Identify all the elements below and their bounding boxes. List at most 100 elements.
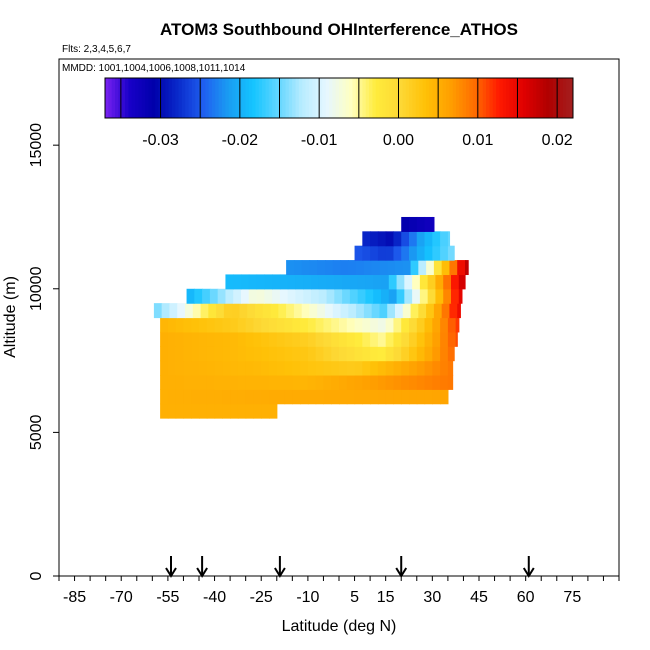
colorbar-segment (185, 78, 190, 118)
heat-cell (270, 303, 279, 319)
colorbar-segment (526, 78, 531, 118)
colorbar-segment (268, 78, 273, 118)
colorbar-segment (469, 78, 474, 118)
heat-cell (261, 346, 270, 362)
colorbar-segment (442, 78, 447, 118)
heat-cell (175, 317, 185, 333)
heat-cell (255, 303, 264, 319)
heat-cell (261, 317, 270, 333)
heat-cell (401, 231, 410, 247)
colorbar-segment (248, 78, 253, 118)
heat-cell (362, 389, 371, 405)
heat-cell (225, 288, 234, 304)
colorbar-segment (349, 78, 353, 118)
heat-cell (356, 260, 365, 276)
chart-title: ATOM3 Southbound OHInterference_ATHOS (160, 20, 518, 39)
heat-cell (424, 389, 433, 405)
heat-cell (206, 317, 216, 333)
heat-cell (261, 331, 270, 347)
colorbar-tick-label: -0.03 (142, 132, 179, 149)
heat-cell (395, 260, 404, 276)
y-axis-label: Altitude (m) (2, 276, 19, 358)
heat-cell (247, 303, 256, 319)
colorbar-tick-label: -0.01 (301, 132, 338, 149)
colorbar-segment (516, 78, 521, 118)
heat-cell (385, 360, 395, 376)
colorbar-segment (522, 78, 527, 118)
heat-cell (286, 260, 295, 276)
heat-cell (393, 231, 402, 247)
heat-cell (348, 260, 357, 276)
x-tick-label: 30 (423, 589, 441, 606)
heat-cell (222, 389, 231, 405)
colorbar-segment (118, 78, 123, 118)
heat-cell (402, 260, 412, 276)
heat-cell (292, 317, 301, 333)
colorbar-segment (325, 78, 330, 118)
colorbar-segment (205, 78, 210, 118)
heat-cell (186, 288, 195, 304)
colorbar: -0.03 -0.02 -0.01 0.00 0.01 0.02 (104, 77, 574, 149)
colorbar-segment (148, 78, 153, 118)
colorbar-segment (559, 78, 564, 118)
colorbar-segment (432, 78, 437, 118)
colorbar-segment (245, 78, 250, 118)
heatmap-cells (153, 216, 469, 419)
heat-cell (269, 374, 278, 390)
heat-cell (440, 389, 449, 405)
heat-cell (199, 403, 208, 419)
colorbar-segment (252, 78, 256, 118)
flight-marker-arrow (522, 556, 535, 578)
heat-cell (222, 403, 231, 419)
heat-cell (385, 231, 395, 247)
heat-cell (409, 389, 418, 405)
heat-cell (401, 216, 410, 232)
heat-cell (183, 346, 192, 362)
heat-cell (245, 331, 255, 347)
heat-cell (175, 331, 185, 347)
heat-cell (293, 303, 303, 319)
heat-cell (419, 274, 429, 290)
colorbar-segment (168, 78, 173, 118)
colorbar-segment (258, 78, 263, 118)
heat-cell (323, 360, 332, 376)
heat-cell (276, 360, 286, 376)
heat-cell (435, 274, 444, 290)
heat-cell (214, 389, 223, 405)
heat-cell (315, 317, 325, 333)
heat-cell (370, 317, 379, 333)
heat-cell (318, 288, 328, 304)
heat-cell (253, 317, 262, 333)
heat-cell (432, 389, 441, 405)
heat-cell (339, 389, 348, 405)
heat-cell (279, 288, 289, 304)
heat-cell (269, 389, 278, 405)
heat-cell (194, 288, 203, 304)
heat-cell (256, 274, 265, 290)
heat-cell (276, 346, 286, 362)
heat-cell (287, 274, 297, 290)
heat-cell (222, 317, 231, 333)
heat-cell (301, 260, 311, 276)
colorbar-segment (429, 78, 434, 118)
heat-cell (363, 303, 373, 319)
heat-cell (424, 216, 433, 232)
heat-cell (377, 231, 387, 247)
heat-cell (307, 346, 317, 362)
heat-cell (237, 346, 247, 362)
heat-cell (303, 288, 312, 304)
colorbar-segment (141, 78, 146, 118)
flight-markers (165, 556, 535, 578)
colorbar-segment (171, 78, 176, 118)
colorbar-segment (566, 78, 571, 118)
heat-cell (300, 317, 309, 333)
colorbar-segment (145, 78, 149, 118)
heat-cell (433, 303, 443, 319)
heat-cell (311, 288, 320, 304)
heat-cell (340, 303, 349, 319)
heat-cell (412, 288, 421, 304)
heat-cell (309, 303, 318, 319)
colorbar-segment (392, 78, 397, 118)
heat-cell (432, 346, 441, 362)
flight-marker-arrow (196, 556, 208, 578)
